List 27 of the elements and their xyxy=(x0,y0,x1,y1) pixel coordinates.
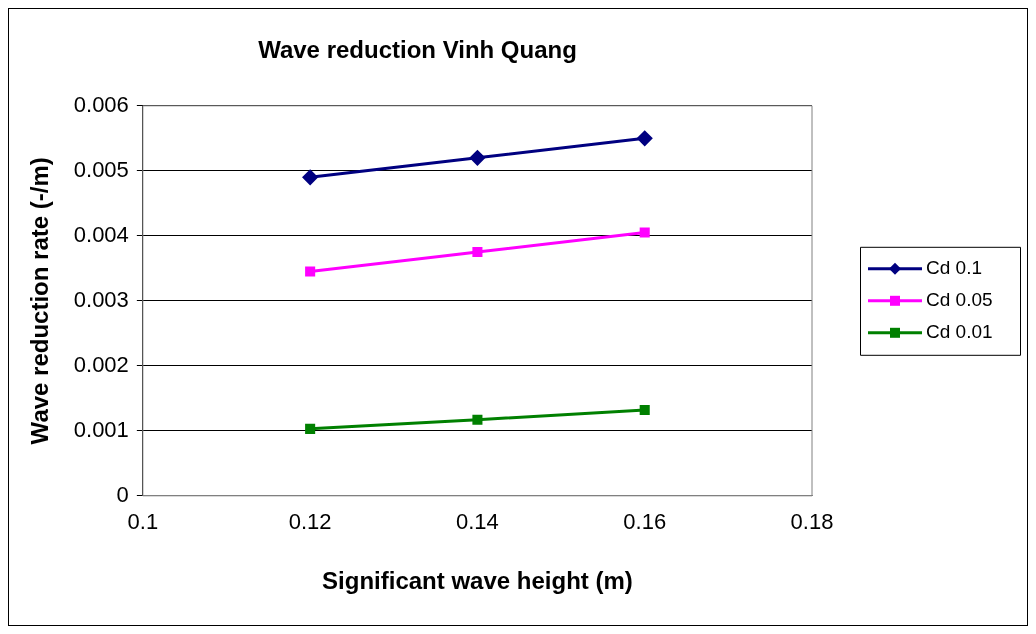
point xyxy=(469,150,485,166)
x-tick-label: 0.12 xyxy=(288,509,332,535)
y-tick-label: 0.001 xyxy=(73,416,129,442)
x-axis-title: Significant wave height (m) xyxy=(322,567,633,595)
legend-label: Cd 0.1 xyxy=(926,257,982,279)
x-tick-label: 0.18 xyxy=(790,509,834,535)
point xyxy=(472,414,483,425)
y-tick-label: 0.006 xyxy=(73,91,129,117)
y-tick-label: 0.002 xyxy=(73,351,129,377)
point xyxy=(639,227,650,238)
point xyxy=(639,404,650,416)
point xyxy=(302,169,318,185)
y-axis-title: Wave reduction rate (-/m) xyxy=(26,157,54,445)
y-tick-label: 0.005 xyxy=(73,156,129,182)
y-tick-label: 0.004 xyxy=(73,221,129,247)
point xyxy=(472,247,483,258)
point xyxy=(637,130,653,146)
legend-label: Cd 0.05 xyxy=(926,289,993,311)
legend-label: Cd 0.01 xyxy=(926,321,993,343)
x-tick-label: 0.1 xyxy=(127,509,159,535)
y-tick-label: 0 xyxy=(116,481,129,507)
point xyxy=(305,423,316,434)
chart-title: Wave reduction Vinh Quang xyxy=(258,36,577,64)
y-tick-label: 0.003 xyxy=(73,286,129,312)
x-tick-label: 0.14 xyxy=(456,509,499,535)
point xyxy=(305,266,316,277)
x-tick-label: 0.16 xyxy=(623,509,667,535)
